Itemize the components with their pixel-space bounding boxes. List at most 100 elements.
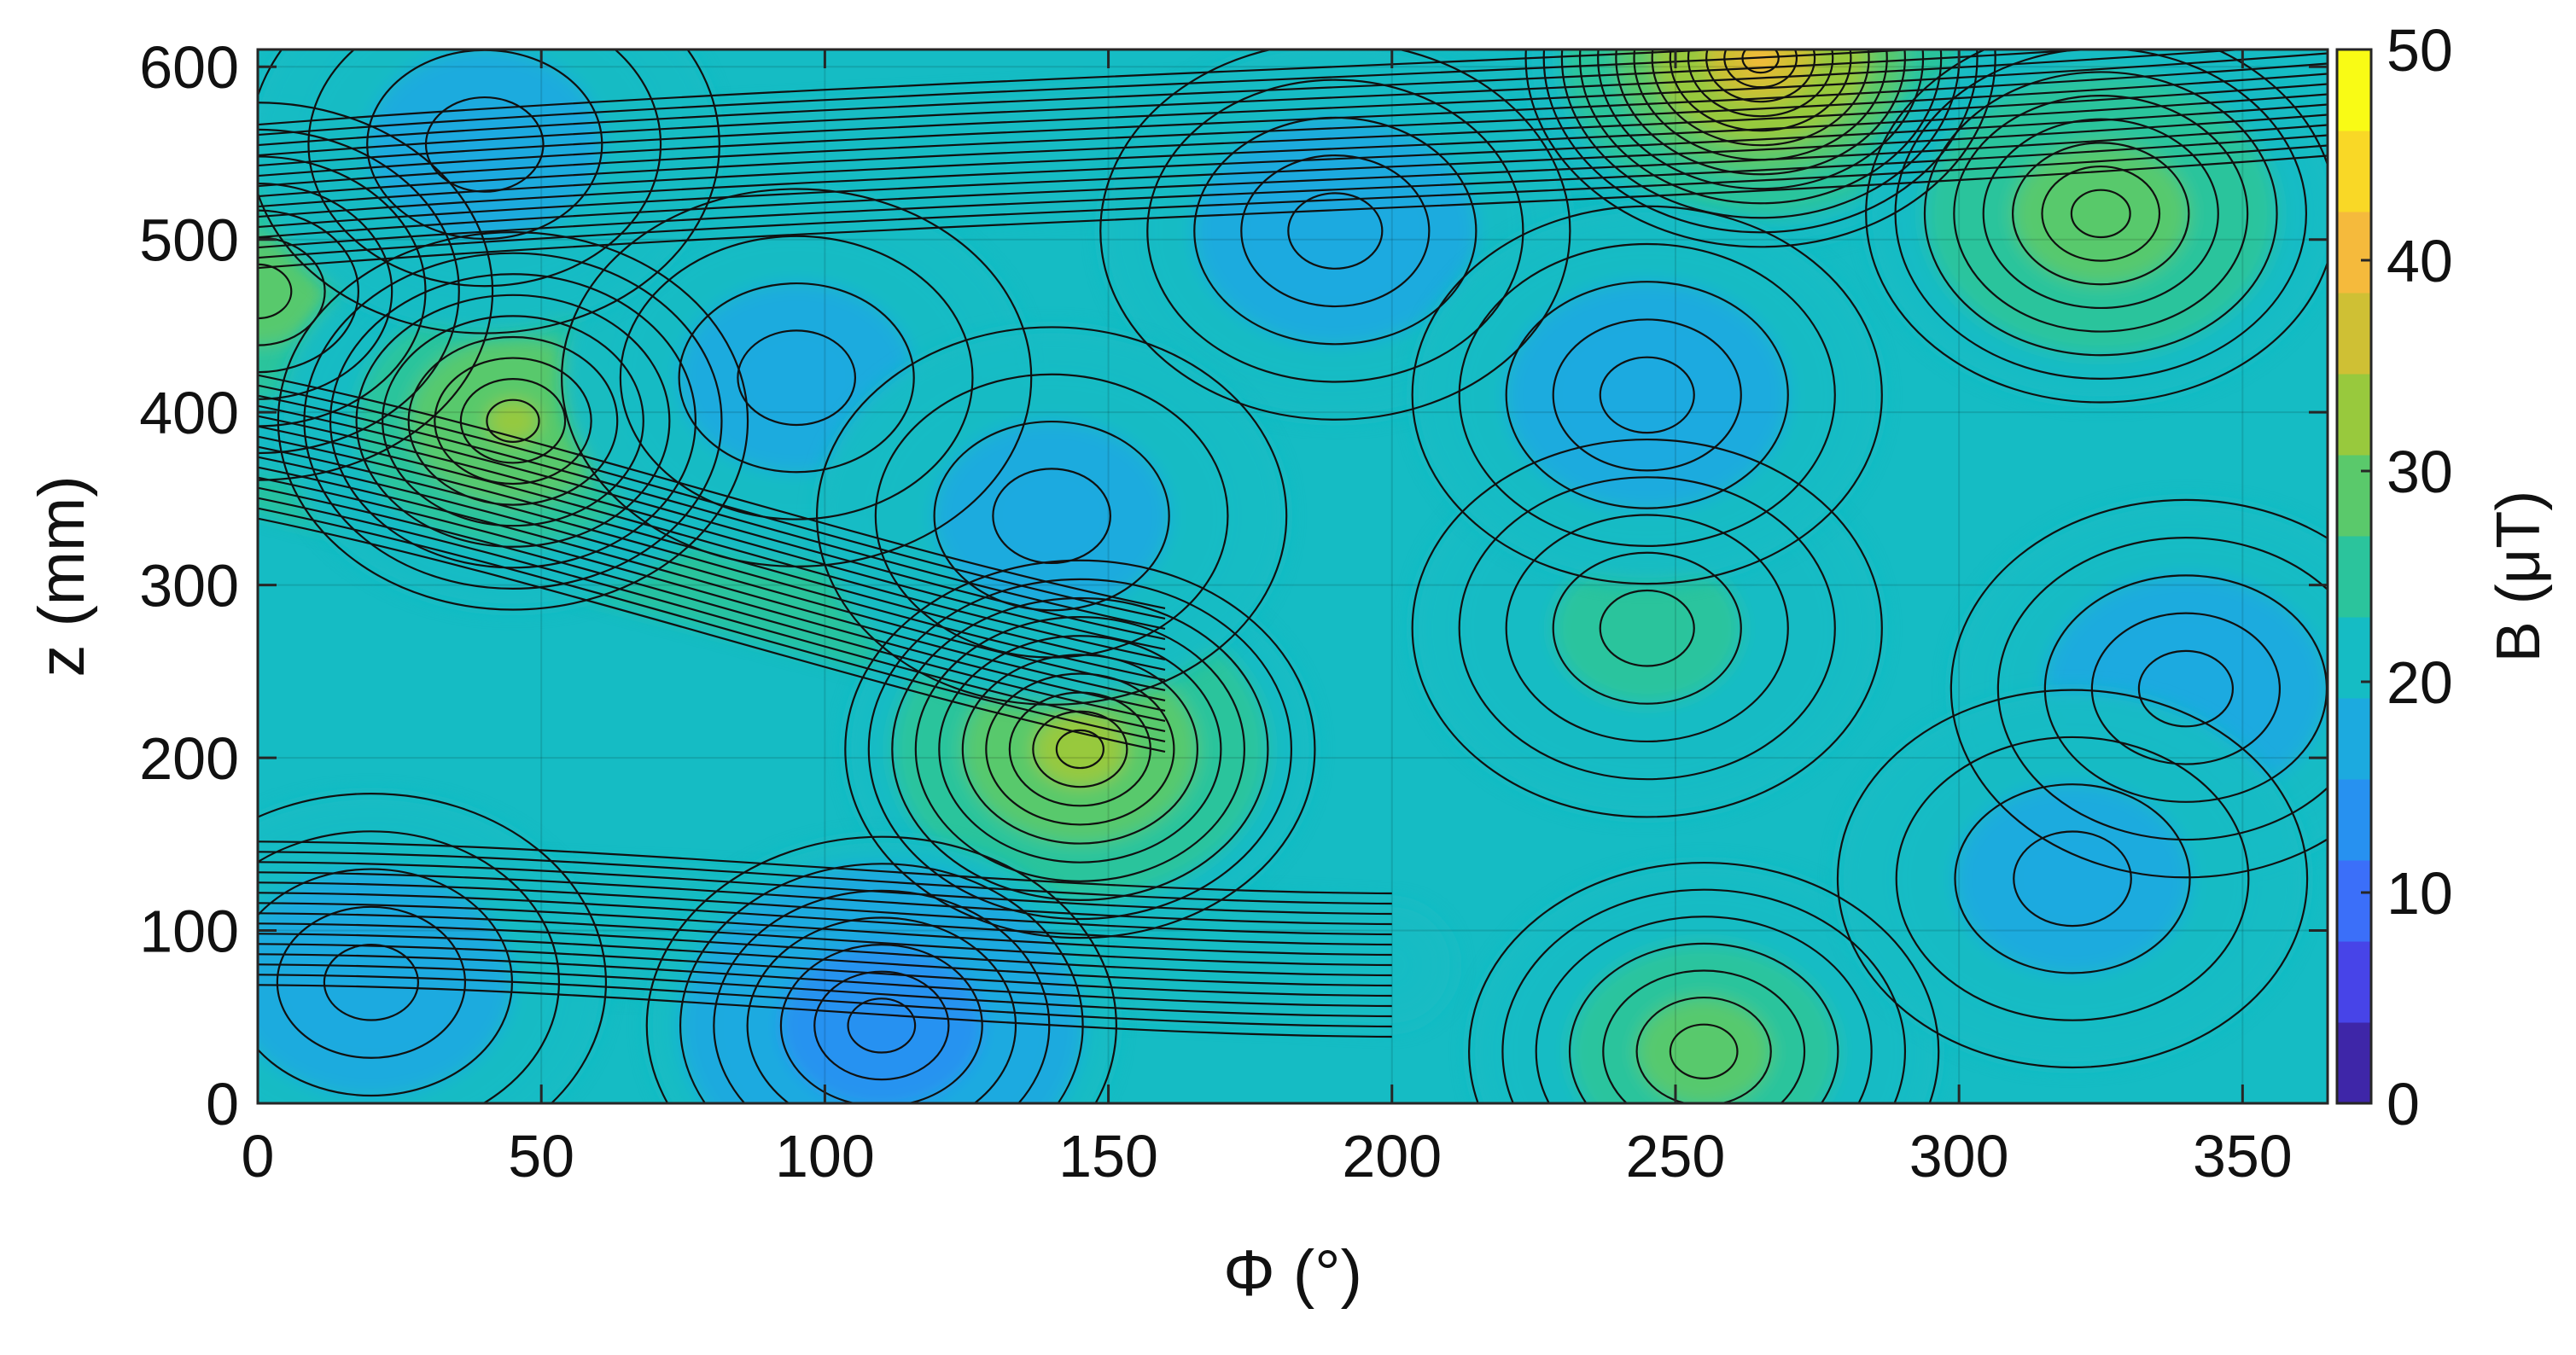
contour-line <box>355 294 671 548</box>
contour-line <box>1865 49 2328 404</box>
contour-line <box>1552 551 1742 705</box>
contour-line <box>1597 49 1925 190</box>
contour-line <box>258 144 2328 259</box>
x-tick-label: 0 <box>242 1123 275 1189</box>
contour-line <box>2012 142 2190 286</box>
colorbar-segment <box>2337 859 2371 942</box>
plot-area <box>256 48 2329 1105</box>
contour-line <box>258 113 2328 229</box>
contour-line <box>258 974 1392 1028</box>
plot-frame <box>256 48 2329 1105</box>
contour-line <box>323 943 419 1021</box>
contour-line <box>258 851 1392 905</box>
contour-line <box>1535 916 1873 1103</box>
x-axis: 0 50 100 150 200 250 300 350 <box>242 49 2293 1189</box>
contour-line <box>258 456 1166 692</box>
contour-line <box>891 596 1269 902</box>
contour-line <box>258 435 1166 672</box>
contour-line <box>258 93 2328 208</box>
contour-line <box>619 235 974 520</box>
contour-line <box>258 830 560 1103</box>
contour-line <box>258 62 2328 177</box>
contour-line <box>1505 281 1789 509</box>
contour-line <box>813 970 950 1081</box>
contour-line <box>844 559 1316 939</box>
contour-line <box>1953 94 2249 333</box>
colorbar-segment <box>2337 1021 2371 1104</box>
field-level <box>323 945 418 1021</box>
contour-line <box>276 905 466 1059</box>
colorbar-segment <box>2337 697 2371 780</box>
contour-line <box>1458 476 1836 781</box>
contour-line <box>407 335 619 506</box>
contour-line <box>1032 710 1128 788</box>
contour-line <box>1954 783 2191 974</box>
field-min <box>1837 689 2308 1067</box>
contour-line <box>258 902 1392 957</box>
contour-line <box>258 912 1392 967</box>
contour-line <box>1552 318 1742 472</box>
contour-line <box>1836 689 2309 1069</box>
contour-line <box>1599 589 1695 667</box>
x-tick-label: 150 <box>1058 1123 1158 1189</box>
contour-line <box>434 357 592 486</box>
contour-line <box>938 635 1222 864</box>
x-tick-label: 250 <box>1626 1123 1726 1189</box>
contour-line <box>2041 165 2161 262</box>
contour-line <box>933 420 1170 612</box>
contour-line <box>258 73 2328 188</box>
contour-line <box>1723 49 1798 89</box>
contour-line <box>258 871 1392 926</box>
field-level <box>1600 590 1694 666</box>
colorbar-segment <box>2337 292 2371 375</box>
contour-line <box>258 394 1166 631</box>
field-level <box>1670 1024 1738 1079</box>
colorbar: 0 10 20 30 40 50 <box>2335 17 2453 1137</box>
contour-line <box>258 374 1166 610</box>
y-tick-label: 600 <box>139 34 239 101</box>
field-level <box>2014 831 2131 927</box>
contour-line <box>258 933 1392 987</box>
contour-line <box>258 83 2328 198</box>
contour-line <box>1501 888 1906 1103</box>
contour-line <box>1949 498 2328 879</box>
contour-line <box>258 128 460 455</box>
contour-line <box>1599 356 1695 434</box>
contour-line <box>258 52 2328 167</box>
x-axis-label: Φ (°) <box>1223 1237 1362 1310</box>
colorbar-segment <box>2337 778 2371 861</box>
x-tick-label: 300 <box>1909 1123 2009 1189</box>
contour-line <box>874 373 1229 659</box>
field-level <box>848 998 916 1053</box>
contour-line <box>258 103 2328 218</box>
x-tick-label: 50 <box>508 1123 574 1189</box>
field-features <box>258 49 2328 1103</box>
contour-line <box>1099 49 1571 421</box>
contour-line <box>1895 736 2250 1021</box>
contour-line <box>679 863 1084 1103</box>
contour-line <box>914 616 1245 882</box>
contour-line <box>779 944 983 1103</box>
contour-line <box>258 425 1166 661</box>
field-level <box>1056 730 1104 769</box>
contour-line <box>847 997 917 1054</box>
contour-line <box>1505 514 1789 743</box>
colorbar-tick-label: 40 <box>2387 228 2453 294</box>
contour-line <box>258 517 1166 753</box>
contour-line <box>258 466 1166 702</box>
contour-line <box>1651 49 1870 147</box>
contour-line <box>815 326 1288 706</box>
colorbar-segment <box>2337 616 2371 699</box>
y-tick-label: 200 <box>139 725 239 792</box>
colorbar-tick-label: 30 <box>2387 439 2453 505</box>
colorbar-segment <box>2337 130 2371 212</box>
contour-line <box>459 378 567 464</box>
contour-line <box>746 916 1017 1103</box>
field-max <box>1866 49 2328 403</box>
contour-line <box>258 497 1166 733</box>
contour-line <box>258 102 494 481</box>
contour-line <box>258 445 1166 682</box>
contour-line <box>1635 996 1772 1103</box>
contour-line <box>486 398 540 443</box>
y-tick-label: 500 <box>139 207 239 274</box>
